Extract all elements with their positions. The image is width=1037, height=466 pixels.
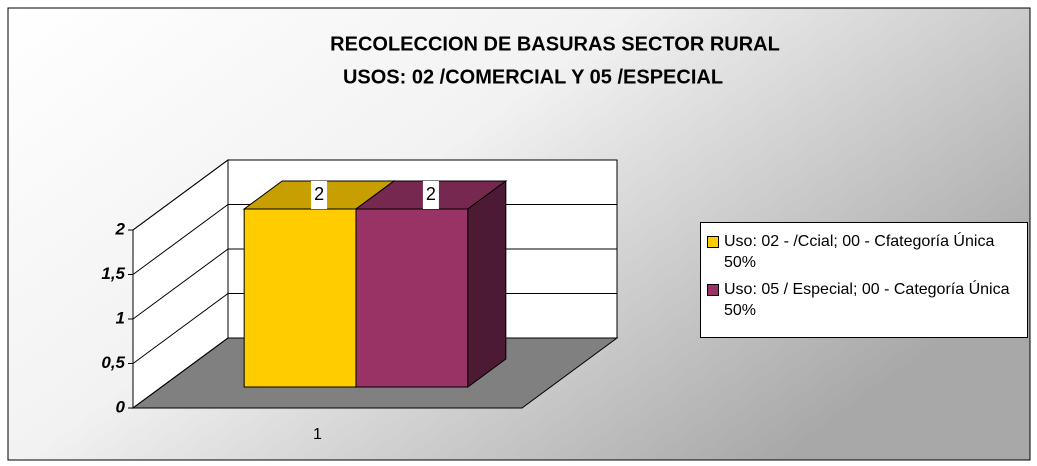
data-label-bg [311, 181, 328, 209]
chart-subtitle: USOS: 02 /COMERCIAL Y 05 /ESPECIAL [343, 66, 723, 88]
x-tick-label: 1 [313, 426, 322, 443]
data-label-bg [422, 181, 439, 209]
grid-line [132, 159, 617, 231]
bar-front [355, 208, 469, 388]
legend-label: Uso: 02 - /Ccial; 00 - Cfategoría Única … [724, 233, 995, 271]
y-tick-label: 1,5 [101, 264, 125, 283]
y-tick-label: 0 [116, 397, 126, 416]
legend-swatch [707, 284, 719, 296]
legend: Uso: 02 - /Ccial; 00 - Cfategoría Única … [700, 222, 1028, 338]
legend-item: Uso: 05 / Especial; 00 - Categoría Única… [707, 279, 1021, 321]
y-tick-label: 2 [115, 219, 126, 238]
data-label: 2 [314, 184, 324, 204]
chart-title: RECOLECCION DE BASURAS SECTOR RURAL [330, 33, 780, 55]
bar-front [243, 208, 357, 388]
legend-label: Uso: 05 / Especial; 00 - Categoría Única… [724, 281, 1010, 319]
bar-side [467, 180, 507, 388]
y-tick-label: 0,5 [101, 353, 125, 372]
y-tick-label: 1 [116, 308, 125, 327]
legend-swatch [707, 236, 719, 248]
legend-item: Uso: 02 - /Ccial; 00 - Cfategoría Única … [707, 231, 1021, 273]
data-label: 2 [426, 184, 436, 204]
